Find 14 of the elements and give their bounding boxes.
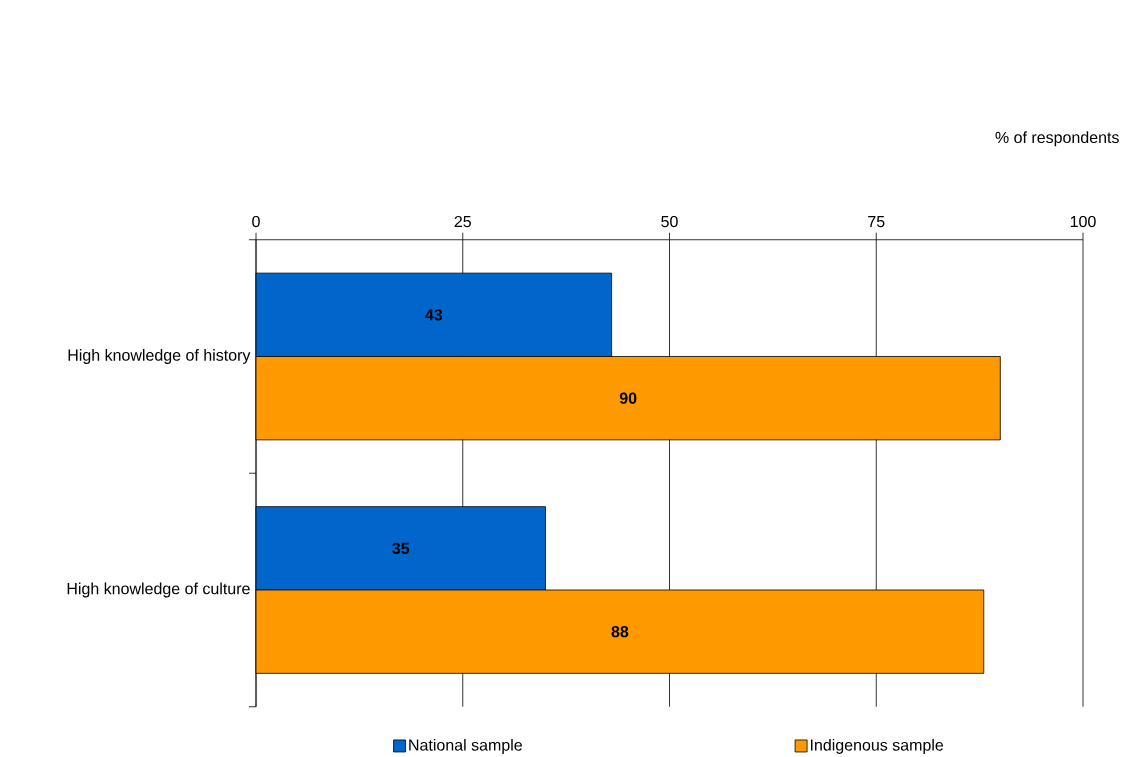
data-label: 88 [611, 626, 629, 638]
y-tick-label: High knowledge of history [68, 349, 251, 364]
x-tick-label: 75 [868, 216, 885, 228]
x-tick-label: 100 [1070, 215, 1096, 228]
data-label: 43 [425, 309, 443, 321]
legend-label: Indigenous sample [810, 738, 944, 754]
x-tick-label: 25 [454, 215, 471, 228]
y-tick-label: High knowledge of culture [67, 582, 250, 598]
legend-label: National sample [409, 738, 522, 754]
x-tick-label: 50 [661, 215, 678, 228]
x-axis-title: % of respondents [995, 131, 1119, 147]
data-label: 90 [619, 392, 637, 404]
data-label: 35 [392, 542, 410, 554]
x-tick-label: 0 [252, 215, 260, 228]
